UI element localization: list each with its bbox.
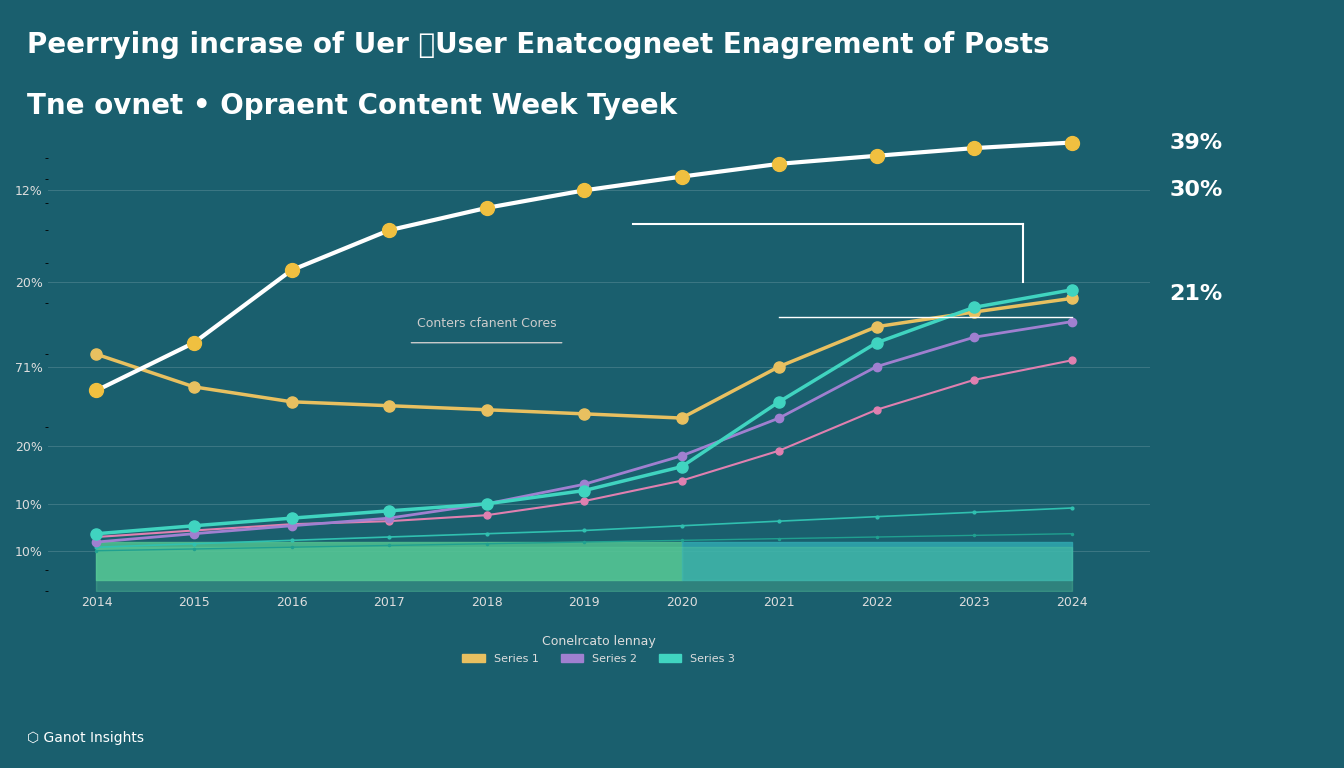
Text: Conters cfanent Cores: Conters cfanent Cores: [417, 316, 556, 329]
Text: ⬡ Ganot Insights: ⬡ Ganot Insights: [27, 731, 144, 745]
Legend: Series 1, Series 2, Series 3: Series 1, Series 2, Series 3: [458, 631, 739, 668]
Text: 30%: 30%: [1169, 180, 1223, 200]
Text: 39%: 39%: [1169, 133, 1222, 153]
Text: Tne ovnet • Opraent Content Week Tyeek: Tne ovnet • Opraent Content Week Tyeek: [27, 92, 677, 120]
Text: Peerrying incrase of Uer 🔽User Enatcogneet Enagrement of Posts: Peerrying incrase of Uer 🔽User Enatcogne…: [27, 31, 1050, 58]
Text: 21%: 21%: [1169, 284, 1223, 304]
